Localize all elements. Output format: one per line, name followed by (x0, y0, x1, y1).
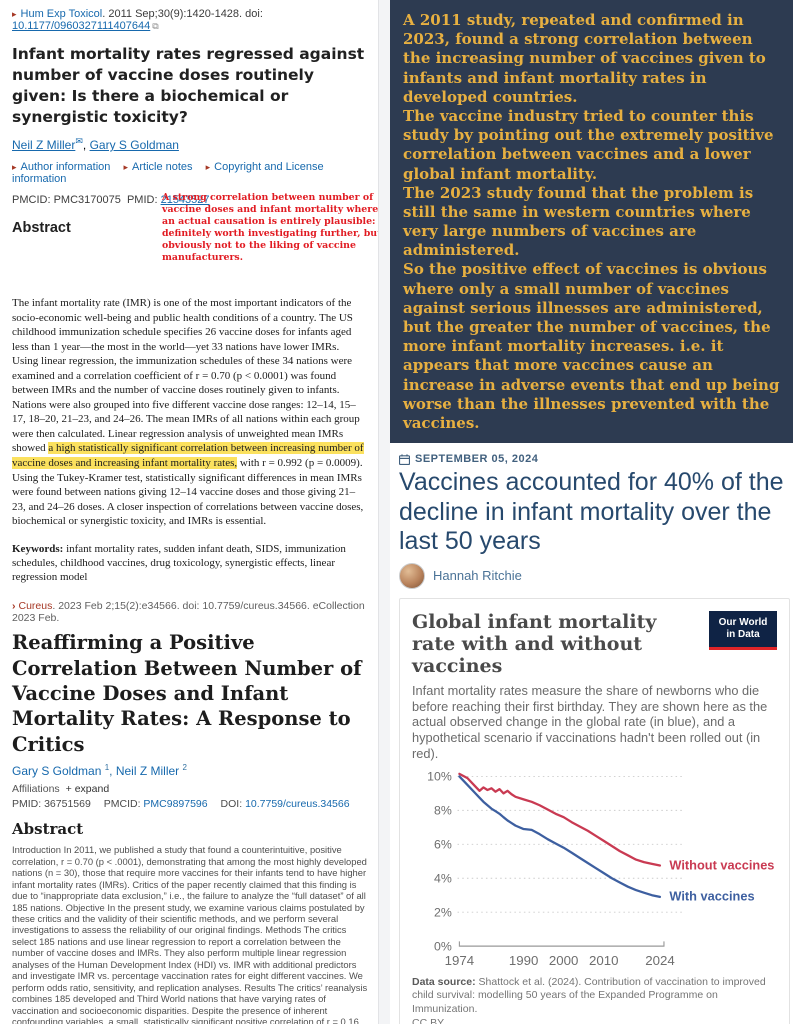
link-bullet-icon: ▸ (123, 162, 129, 173)
chart-card: Global infant mortality rate with and wi… (399, 597, 790, 1024)
owid-logo-text: Our World (718, 616, 768, 628)
svg-text:Without vaccines: Without vaccines (669, 857, 774, 872)
svg-text:4%: 4% (434, 872, 452, 886)
link-bullet-icon: ▸ (205, 162, 211, 173)
article1-doi-link[interactable]: 10.1177/0960327111407644 (12, 20, 151, 32)
svg-text:2000: 2000 (549, 953, 579, 968)
commentary-paragraph: The vaccine industry tried to counter th… (403, 106, 774, 183)
commentary-box: A 2011 study, repeated and confirmed in … (390, 0, 793, 444)
author-separator: , (109, 764, 116, 779)
affiliations-label: Affiliations (12, 783, 60, 796)
chart-title: Global infant mortality rate with and wi… (412, 610, 657, 677)
doi-label: DOI: (220, 798, 246, 811)
avatar (399, 562, 425, 589)
abstract1-text: The infant mortality rate (IMR) is one o… (12, 297, 360, 455)
pmid-label: PMID: (120, 194, 161, 207)
chevron-right-icon: › (12, 600, 16, 613)
article2-abstract: Introduction In 2011, we published a stu… (12, 844, 368, 1024)
red-annotation-note: A strong correlation between number of v… (162, 192, 382, 264)
svg-text:2%: 2% (434, 905, 452, 919)
article1-keywords: Keywords: infant mortality rates, sudden… (12, 542, 368, 585)
article1-ids-and-annotation: PMCID: PMC3170075 PMID: 21543527 A stron… (12, 192, 381, 286)
author-link-miller[interactable]: Neil Z Miller (12, 138, 76, 153)
pmcid-label: PMCID: (12, 194, 54, 207)
owid-logo: Our World in Data (709, 610, 777, 650)
pmid-value: 36751569 (44, 798, 91, 811)
pmid-link[interactable]: 21543527 (160, 194, 210, 207)
svg-text:2010: 2010 (589, 953, 619, 968)
article1-citation: ▸ Hum Exp Toxicol. 2011 Sep;30(9):1420-14… (12, 8, 368, 32)
chart-subtitle: Infant mortality rates measure the share… (412, 682, 768, 762)
svg-text:1990: 1990 (509, 953, 539, 968)
commentary-paragraph: So the positive effect of vaccines is ob… (403, 260, 780, 432)
affiliation-superscript: 1 (104, 763, 110, 773)
owid-logo-text: in Data (726, 629, 760, 641)
source-text: Shattock et al. (2024). Contribution of … (412, 975, 766, 1015)
abstract1-text-end: with r = 0.992 (p = 0.0009). Using the T… (12, 456, 364, 528)
article2-title: Reaffirming a Positive Correlation Betwe… (12, 631, 362, 756)
svg-text:8%: 8% (434, 804, 452, 818)
article2-affiliations-row: Affiliations + expand (12, 783, 368, 795)
article-date: SEPTEMBER 05, 2024 (415, 453, 539, 466)
left-panel-pubmed: ▸ Hum Exp Toxicol. 2011 Sep;30(9):1420-14… (0, 0, 390, 1024)
article-headline: Vaccines accounted for 40% of the declin… (399, 468, 784, 556)
author-link-goldman[interactable]: Gary S Goldman (89, 138, 179, 153)
keywords-text: infant mortality rates, sudden infant de… (12, 542, 346, 584)
article2-citation: › Cureus. 2023 Feb 2;15(2):e34566. doi: 1… (12, 600, 368, 624)
pmcid-value: PMC3170075 (53, 194, 121, 207)
keywords-label: Keywords: (12, 542, 67, 555)
article1-abstract: The infant mortality rate (IMR) is one o… (12, 296, 368, 528)
svg-text:10%: 10% (427, 770, 452, 784)
svg-text:With vaccines: With vaccines (669, 889, 754, 904)
chart-source: Data source: Shattock et al. (2024). Con… (412, 976, 777, 1024)
right-panel: A 2011 study, repeated and confirmed in … (390, 0, 799, 1024)
svg-text:0%: 0% (434, 939, 452, 953)
article1-meta-links: ▸ Author information ▸ Article notes ▸ Copy… (12, 161, 368, 185)
author-link-goldman2[interactable]: Gary S Goldman (12, 764, 102, 779)
svg-text:1974: 1974 (445, 953, 475, 968)
pmcid-label: PMCID: (103, 798, 144, 811)
external-link-icon: ⧉ (152, 21, 159, 31)
source-label: Data source: (412, 975, 476, 988)
article1-journal-link[interactable]: Hum Exp Toxicol (20, 8, 103, 20)
calendar-icon (399, 454, 410, 465)
commentary-paragraph: A 2011 study, repeated and confirmed in … (403, 11, 766, 106)
article-notes-link[interactable]: ▸ Article notes (123, 161, 193, 174)
article1-abstract-heading: Abstract (12, 220, 71, 237)
article1-authors: Neil Z Miller✉, Gary S Goldman (12, 136, 368, 152)
author-link-miller2[interactable]: Neil Z Miller (115, 764, 180, 779)
article1-citation-text: . 2011 Sep;30(9):1420-1428. doi: (102, 8, 263, 20)
mortality-chart-svg: 0% 2% 4% 6% 8% 10% 1974 1990 2000 2010 2024 Without… (427, 770, 774, 968)
commentary-paragraph: The 2023 study found that the problem is… (403, 183, 754, 260)
citation-bullet-icon: ▸ (12, 9, 17, 19)
doi-link[interactable]: 10.7759/cureus.34566 (245, 798, 350, 811)
left-panel-scrollbar[interactable] (378, 0, 390, 1024)
author-name-link[interactable]: Hannah Ritchie (433, 568, 522, 584)
pmcid-link[interactable]: PMC9897596 (143, 798, 208, 811)
article1-ids: PMCID: PMC3170075 PMID: 21543527 (12, 194, 368, 206)
affiliation-superscript: 2 (182, 763, 187, 773)
expand-affiliations-button[interactable]: + expand (65, 783, 110, 796)
email-icon[interactable]: ✉ (75, 136, 83, 147)
link-bullet-icon: ▸ (12, 162, 17, 173)
pmid-label: PMID: (12, 798, 45, 811)
mortality-chart: 0% 2% 4% 6% 8% 10% 1974 1990 2000 2010 2024 Without… (412, 766, 777, 973)
author-separator: , (82, 138, 90, 153)
article2-journal-link[interactable]: Cureus (18, 600, 53, 613)
article2-authors: Gary S Goldman 1, Neil Z Miller 2 (12, 763, 368, 778)
svg-text:2024: 2024 (645, 953, 675, 968)
article2-abstract-heading: Abstract (12, 820, 84, 839)
author-row: Hannah Ritchie (399, 562, 791, 589)
author-information-link[interactable]: ▸ Author information (12, 161, 111, 174)
article2-ids: PMID: 36751569 PMCID: PMC9897596 DOI: 10… (12, 798, 368, 810)
copyright-license-link[interactable]: ▸ Copyright and License information (12, 161, 324, 186)
license-text: CC BY (412, 1016, 445, 1024)
owid-article: SEPTEMBER 05, 2024 Vaccines accounted fo… (390, 443, 793, 1024)
svg-text:6%: 6% (434, 838, 452, 852)
article2-citation-text: . 2023 Feb 2;15(2):e34566. doi: 10.7759/… (12, 600, 365, 625)
article-date-row: SEPTEMBER 05, 2024 (399, 453, 791, 465)
article1-title: Infant mortality rates regressed against… (12, 45, 365, 127)
